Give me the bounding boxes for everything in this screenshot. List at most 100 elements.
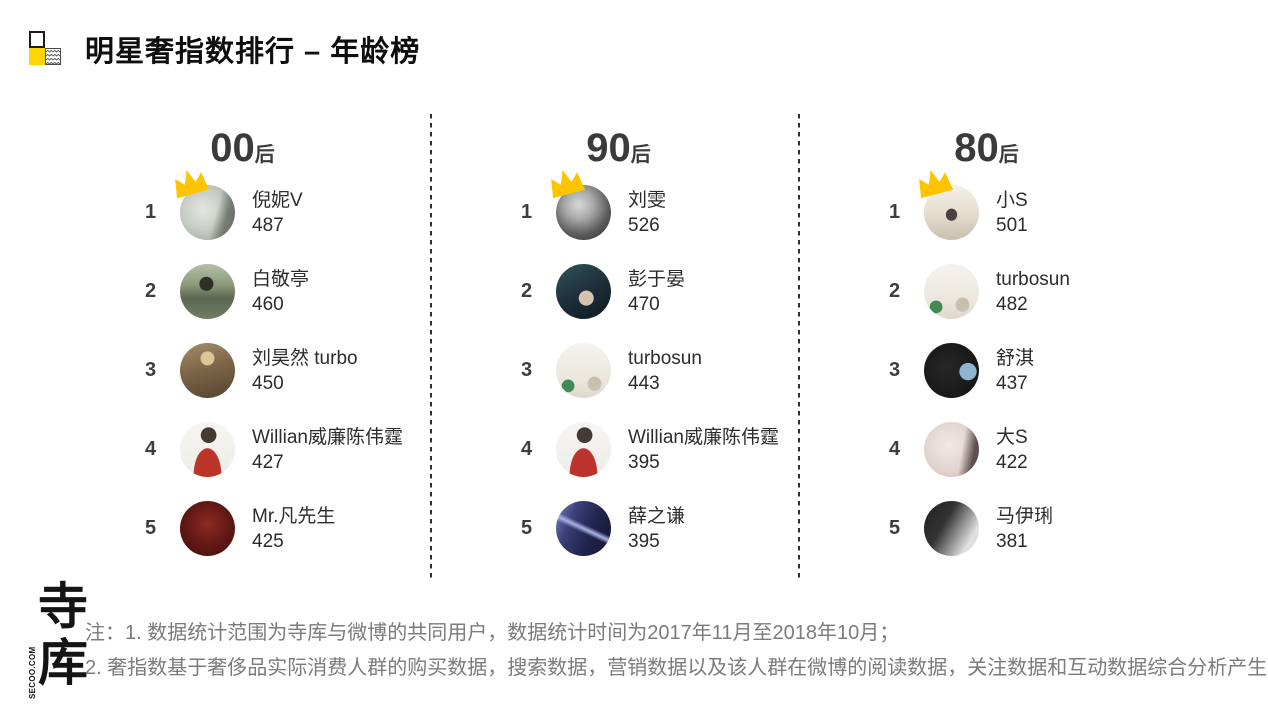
celebrity-name: 刘雯 — [628, 189, 667, 211]
column-entries: 1 小S 501 2 turbosun 482 3 舒淇 437 — [884, 169, 1194, 556]
logo-characters: 寺库 — [38, 579, 88, 691]
score-value: 482 — [996, 293, 1028, 315]
celebrity-meta: 舒淇 437 — [996, 346, 1034, 396]
avatar — [924, 264, 979, 319]
avatar — [175, 169, 235, 240]
celebrity-name: 舒淇 — [996, 347, 1035, 369]
column-header: 80后 — [884, 112, 1089, 185]
celebrity-name: 马伊琍 — [996, 505, 1054, 527]
celebrity-name: 小S — [996, 189, 1028, 211]
avatar — [924, 343, 979, 398]
logo-domain-text: SECOO.COM — [28, 646, 37, 699]
ranking-column: 00后 1 倪妮V 487 2 白敬亭 460 3 刘昊然 turb — [140, 112, 450, 580]
celebrity-name: 彭于晏 — [628, 268, 686, 290]
avatar — [919, 169, 979, 240]
avatar-image — [180, 264, 235, 319]
score-value: 425 — [252, 530, 284, 552]
rank-number: 1 — [145, 201, 157, 223]
brand-wave-pattern-icon — [45, 48, 61, 65]
avatar — [551, 169, 611, 240]
avatar — [556, 501, 611, 556]
logo-char-bottom: 库 — [38, 635, 88, 691]
footnote-line: 注：1. 数据统计范围为寺库与微博的共同用户，数据统计时间为2017年11月至2… — [85, 622, 900, 644]
column-header-suffix: 后 — [254, 144, 275, 166]
crown-icon — [919, 169, 954, 199]
ranking-row: 1 小S 501 — [884, 169, 1194, 240]
avatar — [180, 264, 235, 319]
ranking-row: 1 刘雯 526 — [516, 169, 826, 240]
ranking-row: 5 Mr.凡先生 425 — [140, 501, 450, 556]
rank-number: 1 — [521, 201, 533, 223]
ranking-column: 90后 1 刘雯 526 2 彭于晏 470 3 turbosun — [516, 112, 826, 580]
brand-mark-icon — [29, 31, 61, 65]
column-header-suffix: 后 — [998, 144, 1019, 166]
column-header-decade: 90 — [586, 126, 631, 170]
column-divider — [430, 114, 432, 578]
ranking-column: 80后 1 小S 501 2 turbosun 482 3 舒淇 — [884, 112, 1194, 580]
celebrity-meta: 薛之谦 395 — [628, 504, 685, 554]
celebrity-meta: 马伊琍 381 — [996, 504, 1053, 554]
celebrity-meta: 刘雯 526 — [628, 188, 666, 238]
avatar — [556, 422, 611, 477]
score-value: 470 — [628, 293, 660, 315]
rank-number: 2 — [889, 280, 901, 302]
celebrity-meta: 白敬亭 460 — [252, 267, 309, 317]
rank-number: 3 — [145, 359, 157, 381]
avatar — [556, 343, 611, 398]
celebrity-meta: turbosun 443 — [628, 346, 702, 396]
column-header: 00后 — [140, 112, 345, 185]
avatar-image — [556, 422, 611, 477]
brand-square-white — [29, 31, 45, 48]
ranking-row: 1 倪妮V 487 — [140, 169, 450, 240]
ranking-row: 5 马伊琍 381 — [884, 501, 1194, 556]
score-value: 381 — [996, 530, 1028, 552]
avatar — [180, 501, 235, 556]
celebrity-meta: Willian威廉陈伟霆 427 — [252, 425, 403, 475]
celebrity-name: Willian威廉陈伟霆 — [252, 426, 403, 448]
celebrity-name: 白敬亭 — [252, 268, 310, 290]
rank-number: 5 — [145, 517, 157, 539]
celebrity-meta: 小S 501 — [996, 188, 1028, 238]
avatar-image — [556, 343, 611, 398]
score-value: 395 — [628, 530, 660, 552]
avatar-image — [556, 264, 611, 319]
brand-square-yellow — [29, 48, 45, 65]
rank-number: 2 — [145, 280, 157, 302]
rank-number: 4 — [145, 438, 157, 460]
column-entries: 1 倪妮V 487 2 白敬亭 460 3 刘昊然 turbo 450 — [140, 169, 450, 556]
celebrity-meta: 彭于晏 470 — [628, 267, 685, 317]
score-value: 526 — [628, 214, 660, 236]
score-value: 443 — [628, 372, 660, 394]
page-title: 明星奢指数排行 – 年龄榜 — [85, 36, 421, 68]
footnote-line: 2. 奢指数基于奢侈品实际消费人群的购买数据，搜索数据，营销数据以及该人群在微博… — [85, 657, 1268, 679]
column-header: 90后 — [516, 112, 721, 185]
avatar — [556, 264, 611, 319]
avatar — [180, 343, 235, 398]
footnotes: 注：1. 数据统计范围为寺库与微博的共同用户，数据统计时间为2017年11月至2… — [85, 616, 1267, 686]
ranking-row: 2 彭于晏 470 — [516, 264, 826, 319]
celebrity-name: turbosun — [996, 268, 1070, 290]
celebrity-name: Mr.凡先生 — [252, 505, 336, 527]
ranking-row: 2 白敬亭 460 — [140, 264, 450, 319]
column-header-decade: 00 — [210, 126, 255, 170]
celebrity-name: turbosun — [628, 347, 702, 369]
secoo-logo: SECOO.COM 寺库 — [20, 579, 88, 705]
crown-icon — [551, 169, 586, 199]
ranking-row: 4 Willian威廉陈伟霆 427 — [140, 422, 450, 477]
logo-char-top: 寺 — [38, 579, 88, 635]
score-value: 427 — [252, 451, 284, 473]
celebrity-meta: Mr.凡先生 425 — [252, 504, 335, 554]
column-entries: 1 刘雯 526 2 彭于晏 470 3 turbosun 443 — [516, 169, 826, 556]
avatar — [180, 422, 235, 477]
rank-number: 3 — [889, 359, 901, 381]
celebrity-name: 薛之谦 — [628, 505, 686, 527]
celebrity-meta: turbosun 482 — [996, 267, 1070, 317]
ranking-row: 4 大S 422 — [884, 422, 1194, 477]
column-header-suffix: 后 — [630, 144, 651, 166]
avatar-image — [924, 501, 979, 556]
score-value: 395 — [628, 451, 660, 473]
celebrity-meta: Willian威廉陈伟霆 395 — [628, 425, 779, 475]
avatar-image — [180, 422, 235, 477]
avatar-image — [180, 343, 235, 398]
rank-number: 2 — [521, 280, 533, 302]
